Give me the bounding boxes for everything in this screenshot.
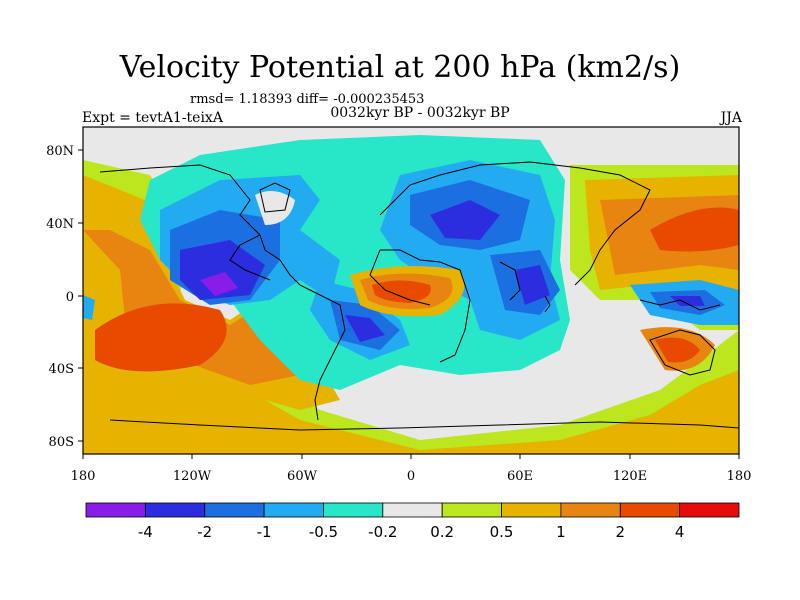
colorbar: -4 -2 -1 -0.5 -0.2 0.2 0.5 1 2 4 (85, 502, 740, 541)
colorbar-swatch (144, 502, 206, 518)
x-tick-label: 120W (173, 469, 212, 484)
x-tick-label: 60W (287, 469, 318, 484)
colorbar-label: -2 (197, 523, 212, 541)
y-axis: 80N 40N 0 40S 80S (46, 144, 83, 450)
x-tick-label: 0 (407, 469, 415, 484)
colorbar-label: -1 (257, 523, 272, 541)
plot-title: Velocity Potential at 200 hPa (km2/s) (119, 50, 681, 85)
y-tick-label: 0 (66, 290, 74, 305)
x-axis: 180 120W 60W 0 60E 120E 180 (71, 454, 752, 484)
experiment-label: Expt = tevtA1-teixA (82, 110, 223, 126)
y-tick-label: 80S (49, 435, 74, 450)
colorbar-label: 0.5 (490, 523, 514, 541)
colorbar-swatch (204, 502, 265, 518)
x-tick-label: 180 (727, 469, 752, 484)
colorbar-label: -0.5 (309, 523, 338, 541)
colorbar-swatch (619, 502, 681, 518)
season-label: JJA (720, 110, 742, 126)
colorbar-label: 4 (675, 523, 685, 541)
colorbar-swatch (679, 502, 740, 518)
colorbar-swatch (501, 502, 562, 518)
period-label: 0032kyr BP - 0032kyr BP (330, 105, 510, 121)
colorbar-label: 1 (556, 523, 566, 541)
coastlines (99, 161, 739, 431)
y-tick-label: 40N (46, 217, 74, 232)
contour-field (83, 127, 739, 454)
colorbar-swatch (382, 502, 443, 518)
colorbar-swatch (85, 502, 146, 518)
colorbar-label: -4 (138, 523, 153, 541)
colorbar-swatch (560, 502, 621, 518)
colorbar-label: 2 (615, 523, 625, 541)
colorbar-swatch (323, 502, 384, 518)
colorbar-label: 0.2 (430, 523, 454, 541)
y-tick-label: 40S (49, 362, 74, 377)
x-tick-label: 120E (613, 469, 647, 484)
colorbar-swatch (263, 502, 324, 518)
colorbar-swatch (441, 502, 502, 518)
x-tick-label: 60E (507, 469, 533, 484)
x-tick-label: 180 (71, 469, 96, 484)
stats-label: rmsd= 1.18393 diff= -0.000235453 (190, 92, 425, 107)
y-tick-label: 80N (46, 144, 74, 159)
colorbar-label: -0.2 (368, 523, 397, 541)
